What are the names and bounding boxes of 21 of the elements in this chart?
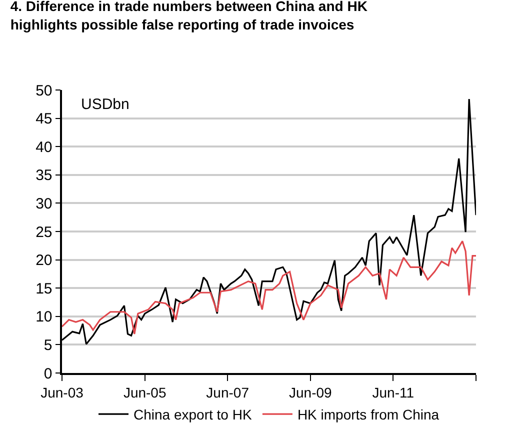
y-tick-label: 5: [44, 336, 52, 354]
annotation: USDbn: [81, 96, 130, 113]
x-tick-label: Jun-11: [372, 384, 414, 401]
legend-label: HK imports from China: [297, 406, 440, 423]
y-tick-label: 40: [36, 138, 52, 156]
x-tick-label: Jun-07: [206, 384, 250, 401]
x-tick-label: Jun-09: [289, 384, 332, 401]
y-tick-label: 0: [44, 365, 52, 382]
y-tick-label: 25: [36, 224, 52, 241]
legend-label: China export to HK: [134, 406, 252, 423]
y-tick-label: 50: [36, 82, 52, 100]
y-tick-label: 15: [36, 280, 52, 298]
y-tick-label: 45: [36, 110, 52, 128]
y-tick-label: 20: [36, 252, 52, 270]
y-tick-label: 35: [36, 167, 52, 184]
line-series: [62, 240, 476, 335]
x-tick-label: Jun-05: [123, 384, 166, 401]
y-tick-label: 30: [36, 195, 52, 212]
chart-title: 4. Difference in trade numbers between China and HK highlights possible false reporting of trade invoices: [10, 0, 368, 32]
y-tick-label: 10: [36, 308, 52, 326]
x-tick-label: Jun-03: [40, 384, 84, 401]
